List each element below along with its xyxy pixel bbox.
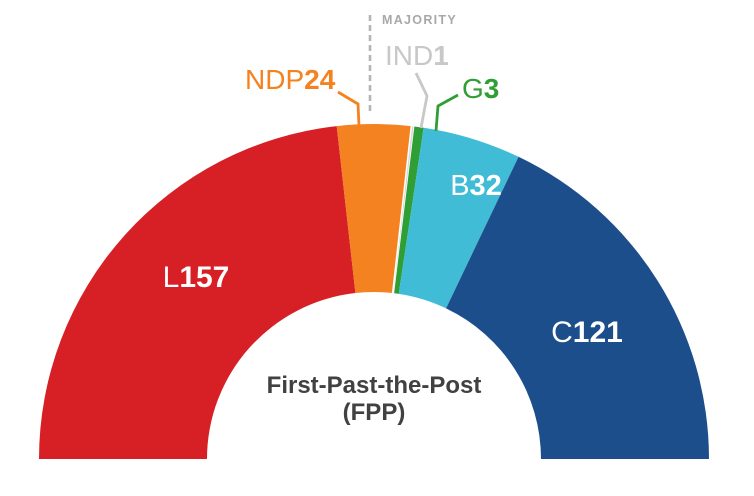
seat-segments [39,123,709,460]
label-l: L157 [163,261,230,294]
label-ind: IND1 [385,40,449,71]
ndp-leader-line [337,90,361,127]
majority-marker: MAJORITY [368,13,457,114]
leader-lines [337,72,459,132]
chart-title-line2: (FPP) [343,399,406,426]
label-g: G3 [462,73,499,104]
chart-title-line1: First-Past-the-Post [267,372,482,399]
label-b: B32 [450,170,502,202]
label-c: C121 [551,316,623,349]
segment-b [398,127,519,309]
segment-ndp [336,123,412,294]
segment-l [39,126,356,459]
majority-label: MAJORITY [382,13,457,27]
segment-c [446,156,709,460]
ind-leader-line [414,72,429,129]
segment-g [394,126,424,294]
party-labels: L157 NDP24 IND1 G3 B32 C121 [163,40,623,349]
green-leader-line [434,93,459,132]
chart-center-title: First-Past-the-Post (FPP) [267,372,482,426]
label-ndp: NDP24 [245,64,336,95]
